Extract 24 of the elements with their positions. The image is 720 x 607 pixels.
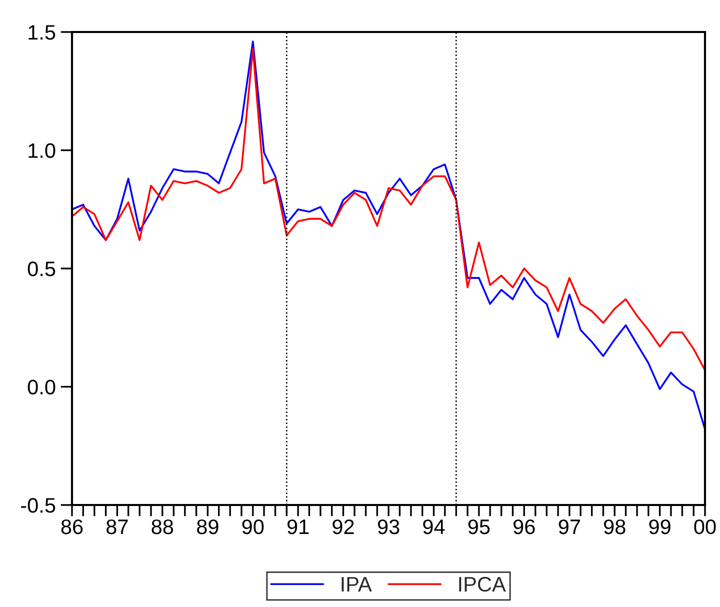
x-tick-label: 93: [378, 519, 400, 534]
legend-label: IPCA: [459, 576, 506, 592]
y-tick-label: -0.5: [21, 498, 56, 513]
x-tick-label: 89: [197, 519, 218, 534]
x-tick-label: 91: [287, 519, 309, 534]
x-tick-label: 90: [242, 519, 264, 534]
y-tick-label: 1.0: [28, 143, 56, 158]
x-tick-label: 94: [423, 519, 445, 534]
x-tick-label: 98: [604, 519, 626, 534]
x-tick-label: 97: [558, 519, 580, 534]
line-series: [72, 48, 705, 372]
legend-label: IPA: [342, 577, 372, 592]
x-tick-label: 92: [332, 519, 354, 534]
y-tick-label: 0.5: [28, 262, 56, 276]
x-tick-label: 95: [468, 519, 490, 534]
x-tick-label: 96: [514, 519, 535, 534]
y-tick-label: 0.0: [28, 380, 56, 395]
x-tick-label: 87: [106, 519, 128, 534]
line-series: [72, 40, 705, 430]
x-tick-label: 88: [152, 519, 174, 534]
x-tick-label: 86: [61, 519, 83, 534]
x-tick-label: 00: [694, 519, 716, 534]
y-tick-label: 1.5: [28, 25, 56, 40]
x-tick-label: 99: [649, 519, 670, 534]
